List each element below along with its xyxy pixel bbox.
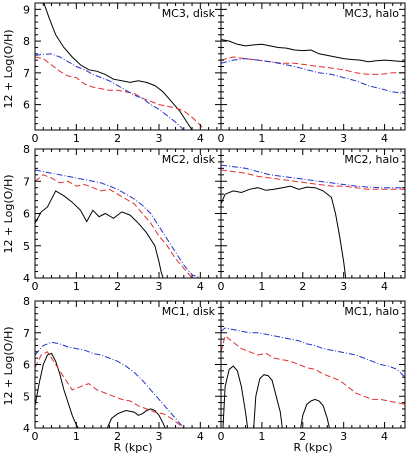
x-tick-label: 4: [197, 132, 204, 145]
panel-title: MC2, disk: [162, 153, 216, 166]
series-line: [221, 39, 405, 63]
y-tick-label: 6: [23, 208, 30, 221]
series-line: [221, 327, 405, 378]
y-axis-label-middle: 12 + Log(O/H): [2, 174, 15, 253]
panel-frame: [220, 2, 406, 131]
y-tick-label: 8: [23, 35, 30, 48]
y-tick-label: 4: [23, 272, 30, 285]
y-tick-label: 5: [23, 240, 30, 253]
x-tick-label: 3: [340, 280, 347, 293]
y-axis-label-bottom: 12 + Log(O/H): [2, 326, 15, 405]
x-tick-label: 2: [299, 430, 306, 443]
x-tick-label: 4: [197, 280, 204, 293]
x-tick-label: 3: [340, 430, 347, 443]
series-line: [35, 341, 185, 428]
x-tick-label: 3: [340, 132, 347, 145]
x-tick-label: 2: [299, 280, 306, 293]
x-tick-label: 0: [32, 430, 39, 443]
x-tick-label: 0: [32, 280, 39, 293]
x-tick-label: 0: [218, 132, 225, 145]
x-tick-label: 2: [114, 430, 121, 443]
y-tick-label: 9: [23, 3, 30, 16]
series-line: [35, 190, 164, 278]
x-tick-label: 3: [156, 280, 163, 293]
panel: 0 1 2 3 4 4 5 6 7 8 MC1, disk: [23, 295, 222, 443]
series-line: [221, 164, 405, 189]
x-tick-label: 1: [258, 280, 265, 293]
panel: 0 1 2 3 4 6 7 8 9 MC3, disk: [23, 2, 222, 145]
panels: 0 1 2 3 4 6 7 8 9 MC3, disk 0 1 2 3 4 MC3, halo 0 1 2 3 4 4 5 6…: [23, 2, 406, 443]
series-line: [35, 53, 185, 130]
y-tick-label: 7: [23, 175, 30, 188]
panel-title: MC2, halo: [344, 153, 399, 166]
x-tick-label: 0: [218, 280, 225, 293]
x-tick-label: 4: [197, 430, 204, 443]
panel: 0 1 2 3 4 MC2, halo: [218, 148, 406, 293]
x-axis-label-right: R (kpc): [293, 441, 332, 454]
y-tick-label: 4: [23, 422, 30, 435]
panel-title: MC1, disk: [162, 305, 216, 318]
series-line: [43, 3, 193, 130]
x-tick-label: 2: [299, 132, 306, 145]
x-tick-label: 1: [73, 132, 80, 145]
x-tick-label: 1: [258, 132, 265, 145]
panel-title: MC3, disk: [162, 7, 216, 20]
series-line: [222, 365, 249, 428]
x-tick-label: 0: [218, 430, 225, 443]
x-tick-label: 1: [73, 430, 80, 443]
series-line: [35, 174, 193, 278]
panel: 0 1 2 3 4 MC3, halo: [218, 2, 406, 145]
panel-frame: [220, 148, 406, 279]
y-tick-label: 8: [23, 295, 30, 308]
panel-frame: [34, 148, 222, 279]
panel-frame: [34, 300, 222, 429]
x-tick-label: 2: [114, 132, 121, 145]
series-line: [221, 185, 347, 278]
x-tick-label: 4: [381, 430, 388, 443]
panel-title: MC3, halo: [344, 7, 399, 20]
panel-title: MC1, halo: [344, 305, 399, 318]
panel-frame: [220, 300, 406, 429]
x-tick-label: 3: [156, 430, 163, 443]
y-axis-label-top: 12 + Log(O/H): [2, 29, 15, 108]
y-tick-label: 7: [23, 327, 30, 340]
panel-frame: [34, 2, 222, 131]
y-tick-label: 6: [23, 359, 30, 372]
panel: 0 1 2 3 4 MC1, halo: [218, 300, 406, 443]
series-line: [221, 335, 405, 405]
x-tick-label: 4: [381, 280, 388, 293]
series-line: [35, 351, 185, 428]
x-tick-label: 3: [156, 132, 163, 145]
series-line: [35, 352, 79, 428]
series-line: [221, 58, 405, 94]
x-tick-label: 1: [73, 280, 80, 293]
x-axis-label-left: R (kpc): [113, 441, 152, 454]
series-line: [106, 408, 166, 428]
series-line: [300, 398, 330, 428]
x-tick-label: 4: [381, 132, 388, 145]
y-tick-label: 7: [23, 67, 30, 80]
series-line: [35, 169, 201, 278]
series-line: [253, 374, 283, 428]
x-tick-label: 0: [32, 132, 39, 145]
series-line: [221, 56, 405, 75]
x-tick-label: 1: [258, 430, 265, 443]
y-tick-label: 8: [23, 143, 30, 156]
y-tick-label: 6: [23, 99, 30, 112]
y-tick-label: 5: [23, 390, 30, 403]
series-line: [221, 169, 405, 190]
x-tick-label: 2: [114, 280, 121, 293]
panel: 0 1 2 3 4 4 5 6 7 8 MC2, disk: [23, 143, 222, 293]
series-line: [35, 56, 205, 130]
